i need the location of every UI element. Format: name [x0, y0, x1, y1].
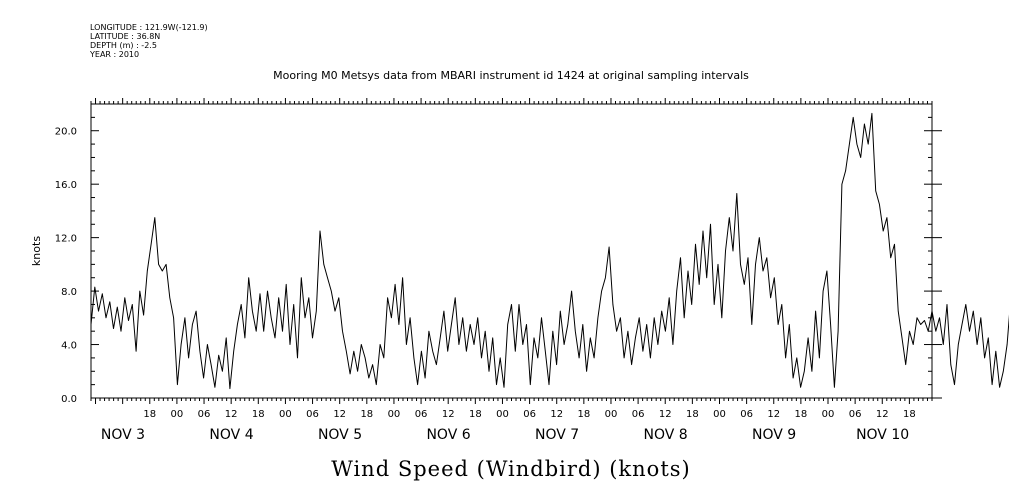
x-tick-label: 06: [632, 409, 645, 420]
x-tick-label: 06: [740, 409, 753, 420]
x-tick-label: 00: [605, 409, 618, 420]
x-day-label: NOV 10: [856, 427, 909, 443]
x-tick-label: 00: [388, 409, 401, 420]
x-tick-label: 12: [659, 409, 672, 420]
x-tick-label: 12: [225, 409, 238, 420]
axes: 18 00 06 12 18 00 06 12 18 00 06 12 18 00 06 12 18 00 06 12…: [55, 98, 942, 443]
x-tick-label: 00: [822, 409, 835, 420]
y-tick-label: 20.0: [55, 127, 77, 138]
metadata-block: LONGITUDE : 121.9W(-121.9) LATITUDE : 36…: [89, 23, 208, 59]
x-tick-label: 06: [523, 409, 536, 420]
x-tick-label: 18: [360, 409, 373, 420]
x-axis-title: Wind Speed (Windbird) (knots): [331, 457, 690, 481]
x-tick-label: 18: [795, 409, 808, 420]
x-day-label: NOV 7: [535, 427, 579, 443]
y-tick-label: 4.0: [61, 341, 77, 352]
x-tick-label: 12: [876, 409, 889, 420]
x-tick-label: 00: [171, 409, 184, 420]
y-tick-label: 16.0: [55, 180, 77, 191]
x-tick-label: 18: [469, 409, 482, 420]
meta-longitude: LONGITUDE : 121.9W(-121.9): [90, 23, 208, 32]
x-tick-label: 18: [903, 409, 916, 420]
x-tick-label: 12: [442, 409, 455, 420]
x-day-label: NOV 4: [209, 427, 253, 443]
series-group: [90, 112, 1009, 390]
y-tick-label: 0.0: [61, 394, 77, 405]
x-day-label: NOV 9: [752, 427, 796, 443]
x-day-label: NOV 3: [101, 427, 145, 443]
x-tick-label: 18: [252, 409, 265, 420]
x-tick-label: 12: [767, 409, 780, 420]
x-day-label: NOV 6: [426, 427, 470, 443]
x-tick-label: 18: [143, 409, 156, 420]
meta-depth: DEPTH (m) : -2.5: [90, 41, 157, 50]
x-tick-label: 06: [415, 409, 428, 420]
x-day-label: NOV 5: [318, 427, 362, 443]
x-tick-label: 06: [198, 409, 211, 420]
x-tick-label: 00: [713, 409, 726, 420]
y-tick-label: 12.0: [55, 234, 77, 245]
x-tick-label: 06: [306, 409, 319, 420]
x-tick-label: 12: [333, 409, 346, 420]
y-tick-label: 8.0: [61, 287, 77, 298]
meta-year: YEAR : 2010: [89, 50, 139, 59]
x-tick-label: 00: [279, 409, 292, 420]
wind-speed-line: [90, 112, 1009, 390]
x-tick-label: 18: [577, 409, 590, 420]
x-tick-label: 18: [686, 409, 699, 420]
meta-latitude: LATITUDE : 36.8N: [90, 32, 160, 41]
x-day-label: NOV 8: [643, 427, 687, 443]
chart-title: Mooring M0 Metsys data from MBARI instru…: [273, 69, 749, 82]
x-tick-label: 12: [550, 409, 563, 420]
y-axis-label: knots: [30, 236, 43, 266]
x-tick-label: 06: [849, 409, 862, 420]
x-tick-label: 00: [496, 409, 509, 420]
